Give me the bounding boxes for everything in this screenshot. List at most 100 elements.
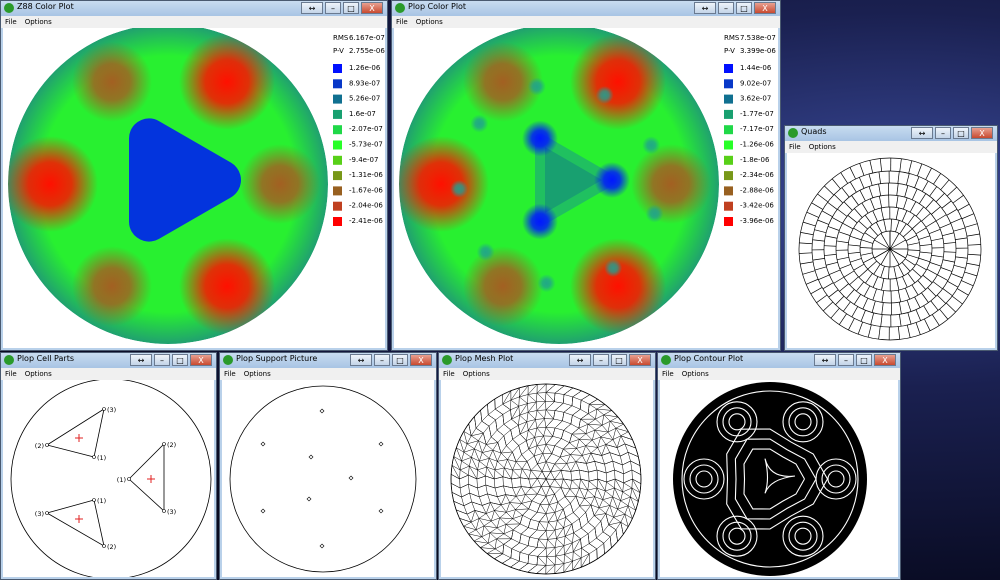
- vertex-label: (1): [117, 476, 126, 484]
- menu-item[interactable]: Options: [681, 370, 709, 378]
- window-control[interactable]: –: [935, 127, 951, 139]
- mesh-line: [825, 235, 838, 239]
- menu-item[interactable]: Options: [808, 143, 836, 151]
- window-control[interactable]: ↔: [814, 354, 836, 366]
- pv-value: 2.755e-06: [349, 47, 385, 55]
- legend-swatch: [333, 125, 342, 135]
- window-control[interactable]: ↔: [911, 127, 933, 139]
- menu-item[interactable]: File: [396, 18, 408, 26]
- menu-item[interactable]: File: [443, 370, 455, 378]
- mesh-line: [917, 280, 926, 290]
- window-control[interactable]: X: [361, 2, 383, 14]
- menu-item[interactable]: Options: [24, 18, 52, 26]
- mesh-line: [946, 208, 958, 216]
- window-control[interactable]: □: [172, 354, 188, 366]
- mesh-line: [943, 251, 956, 253]
- mesh-line: [863, 285, 871, 297]
- window-control[interactable]: X: [754, 2, 776, 14]
- legend-label: -1.67e-06: [349, 186, 383, 194]
- window-control[interactable]: –: [593, 354, 609, 366]
- window-control[interactable]: X: [874, 354, 896, 366]
- mesh-line: [898, 326, 901, 340]
- mesh-line: [849, 181, 857, 193]
- title-bar: Quads X □ – ↔: [785, 126, 997, 141]
- title-bar: Plop Mesh Plot X □ – ↔: [439, 353, 655, 368]
- mesh-line: [829, 269, 841, 275]
- window-control[interactable]: X: [971, 127, 993, 139]
- support-point: [378, 508, 384, 514]
- mesh-line: [946, 302, 956, 313]
- window-control[interactable]: □: [953, 127, 969, 139]
- menu-bar: File Options: [439, 368, 655, 380]
- menu-bar: File Options: [392, 16, 780, 28]
- window-control[interactable]: □: [343, 2, 359, 14]
- mesh-line: [918, 257, 931, 263]
- color-map: [399, 28, 719, 344]
- menu-item[interactable]: Options: [24, 370, 52, 378]
- mesh-line: [842, 222, 854, 230]
- mesh-line: [858, 268, 869, 278]
- vertex-label: (3): [107, 406, 116, 414]
- mesh-line: [878, 195, 883, 208]
- window-control[interactable]: ↔: [569, 354, 591, 366]
- mesh-line: [831, 217, 843, 224]
- window-control[interactable]: □: [736, 2, 752, 14]
- window-control[interactable]: –: [154, 354, 170, 366]
- mesh-line: [907, 312, 912, 325]
- mesh-line: [880, 266, 885, 278]
- mesh-line: [841, 187, 850, 198]
- mesh-line: [840, 172, 849, 184]
- mesh-line: [880, 207, 884, 220]
- mesh-line: [905, 235, 917, 242]
- menu-item[interactable]: File: [662, 370, 674, 378]
- legend-swatch: [333, 155, 342, 165]
- window-control[interactable]: ↔: [350, 354, 372, 366]
- mesh-line: [869, 226, 879, 236]
- menu-item[interactable]: File: [5, 370, 17, 378]
- window-control[interactable]: –: [718, 2, 734, 14]
- window-control[interactable]: ↔: [130, 354, 152, 366]
- spot: [537, 274, 556, 293]
- mesh-line: [860, 252, 873, 256]
- mesh-line: [874, 239, 891, 250]
- legend-label: -5.73e-07: [349, 141, 383, 149]
- window-control[interactable]: –: [838, 354, 854, 366]
- mesh-line: [848, 318, 855, 331]
- spot: [645, 204, 664, 223]
- window-control[interactable]: □: [856, 354, 872, 366]
- window-control[interactable]: –: [325, 2, 341, 14]
- window-control[interactable]: □: [392, 354, 408, 366]
- vertex-label: (2): [35, 442, 44, 450]
- mesh-line: [862, 298, 869, 310]
- window-control[interactable]: □: [611, 354, 627, 366]
- mesh-line: [839, 264, 852, 270]
- window-control[interactable]: X: [190, 354, 212, 366]
- title-bar: Plop Support Picture X □ – ↔: [220, 353, 436, 368]
- menu-item[interactable]: File: [224, 370, 236, 378]
- menu-item[interactable]: Options: [243, 370, 271, 378]
- mesh-line: [889, 233, 900, 250]
- window-control[interactable]: ↔: [301, 2, 323, 14]
- mesh-line: [859, 163, 865, 176]
- menu-item[interactable]: Options: [415, 18, 443, 26]
- color-map: [8, 28, 328, 344]
- mesh-line: [863, 256, 875, 263]
- mesh-line: [957, 203, 970, 211]
- legend-swatch: [724, 140, 733, 150]
- window-control[interactable]: –: [374, 354, 390, 366]
- window-control[interactable]: X: [629, 354, 651, 366]
- menu-item[interactable]: File: [789, 143, 801, 151]
- blob: [179, 238, 275, 335]
- legend-label: -2.34e-06: [740, 171, 774, 179]
- spot: [470, 114, 489, 133]
- mesh-line: [864, 214, 873, 226]
- mesh-line: [922, 180, 929, 192]
- menu-item[interactable]: File: [5, 18, 17, 26]
- mesh-line: [909, 201, 917, 213]
- mesh-line: [964, 223, 978, 228]
- mesh-line: [961, 280, 974, 287]
- blob: [399, 136, 489, 232]
- window-control[interactable]: X: [410, 354, 432, 366]
- menu-item[interactable]: Options: [462, 370, 490, 378]
- window-control[interactable]: ↔: [694, 2, 716, 14]
